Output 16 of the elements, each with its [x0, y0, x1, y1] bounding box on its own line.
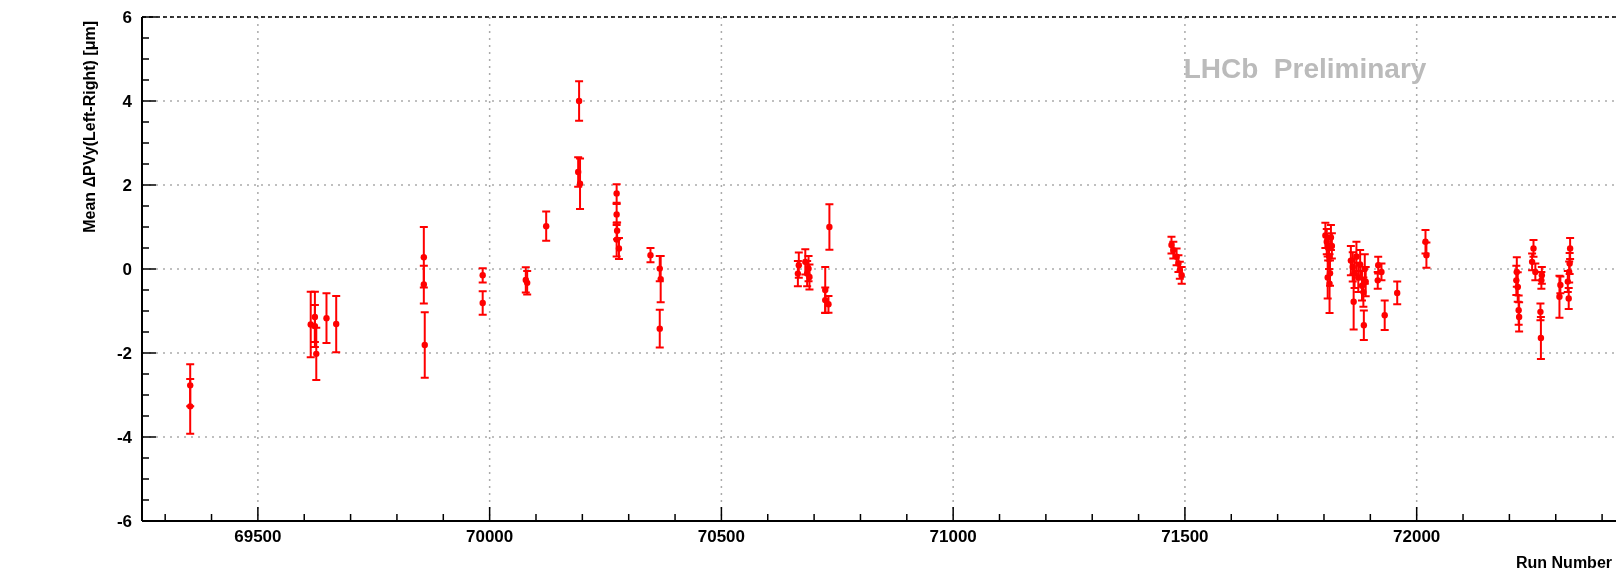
y-axis-title: Mean ΔPVy(Left-Right) [μm]	[81, 21, 98, 233]
x-tick-label: 70500	[697, 527, 746, 546]
x-tick-label: 70000	[466, 527, 514, 546]
y-tick-label: -4	[116, 428, 133, 447]
x-tick-label: 71500	[1161, 527, 1209, 546]
x-axis-title: Run Number	[1516, 554, 1612, 571]
y-tick-label: 4	[122, 92, 133, 111]
y-tick-label: 6	[122, 8, 132, 27]
annotation: LHCb Preliminary	[1183, 53, 1427, 84]
y-tick-label: -6	[116, 512, 132, 531]
x-tick-label: 72000	[1393, 527, 1441, 546]
x-tick-label: 71000	[929, 527, 977, 546]
y-tick-label: -2	[116, 344, 132, 363]
y-tick-label: 2	[122, 176, 132, 195]
x-tick-label: 69500	[234, 527, 282, 546]
y-tick-label: 0	[122, 260, 132, 279]
